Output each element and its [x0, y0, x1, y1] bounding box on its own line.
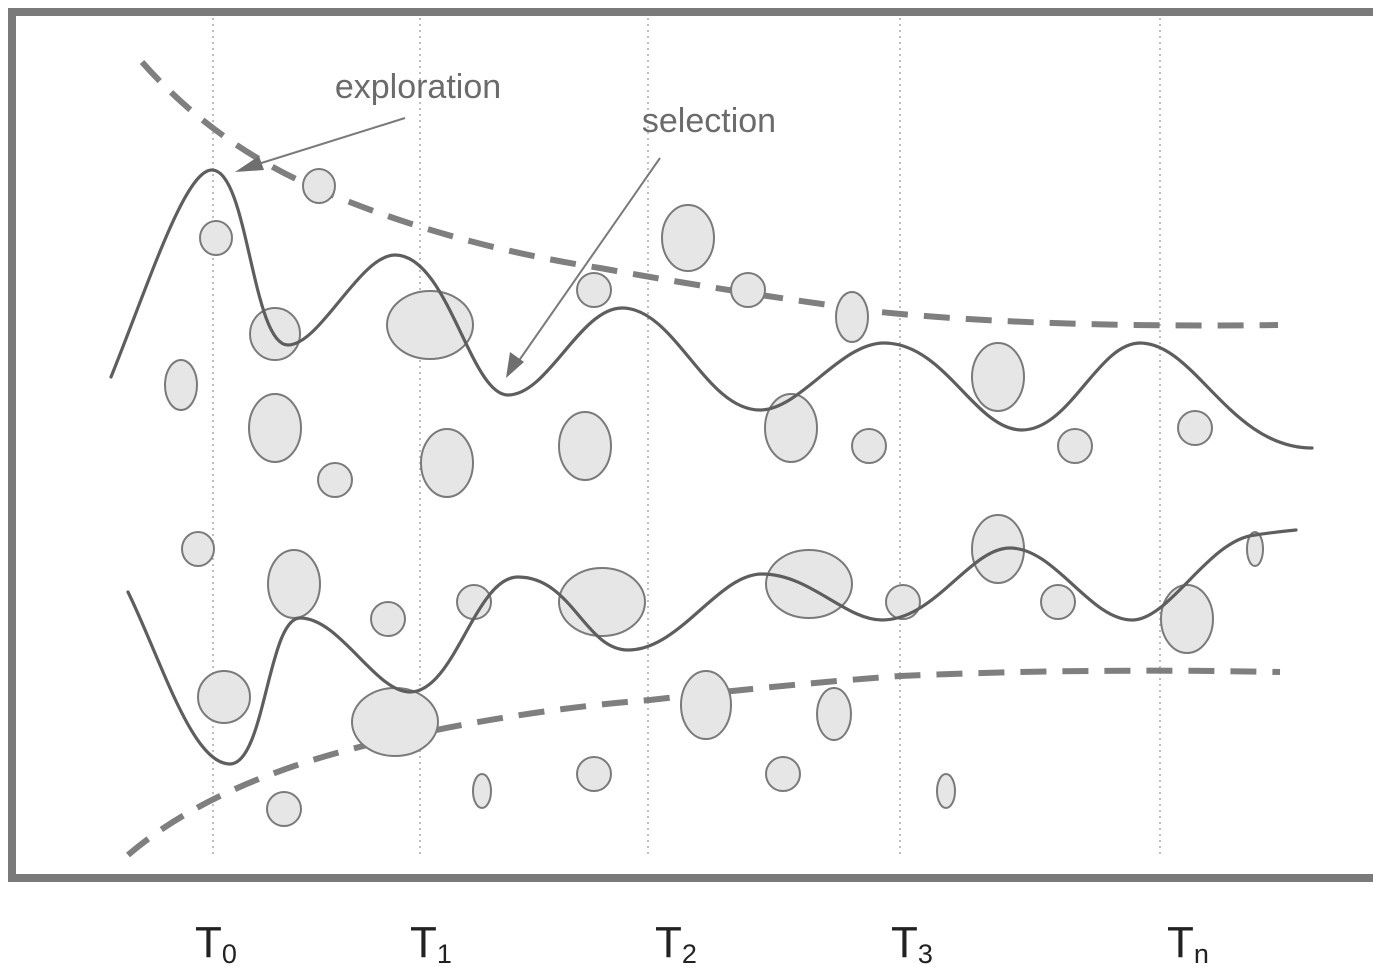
- variation-blob: [164, 359, 198, 411]
- time-label-main: T: [410, 918, 437, 967]
- upper-envelope-curve: [139, 60, 1279, 329]
- variation-blobs: [164, 168, 1264, 827]
- time-label-t0: T0: [195, 918, 237, 967]
- upper-oscillation-curve: [109, 168, 1314, 450]
- variation-blob: [1177, 410, 1213, 446]
- diagram-frame: [8, 8, 1373, 882]
- variation-blob: [558, 567, 646, 637]
- time-label-subscript: 3: [918, 939, 933, 967]
- variation-blob: [851, 428, 887, 464]
- time-label-main: T: [1167, 918, 1194, 967]
- time-label-t1: T1: [410, 918, 452, 967]
- variation-blob: [661, 204, 715, 272]
- time-guides: [212, 18, 1161, 856]
- variation-blob: [730, 272, 766, 308]
- time-label-subscript: n: [1194, 939, 1209, 967]
- variation-blob: [764, 393, 818, 463]
- variation-blob: [386, 290, 474, 360]
- variation-blob: [680, 670, 732, 740]
- variation-blob: [472, 773, 492, 809]
- time-label-main: T: [655, 918, 682, 967]
- selection-pointer-line: [517, 157, 661, 363]
- variation-blob: [420, 428, 474, 498]
- variation-blob: [370, 601, 406, 637]
- variation-blob: [1057, 428, 1093, 464]
- variation-blob: [317, 462, 353, 498]
- variation-blob: [302, 168, 336, 204]
- variation-blob: [558, 411, 612, 481]
- variation-blob: [266, 791, 302, 827]
- selection-label: selection: [642, 102, 776, 140]
- time-label-subscript: 1: [437, 939, 452, 967]
- variation-blob: [267, 549, 321, 619]
- exploration-label: exploration: [335, 68, 501, 106]
- time-axis-labels: T0 T1 T2 T3 Tn: [195, 918, 1209, 967]
- lower-envelope-curve: [126, 667, 1281, 858]
- variation-blob: [1160, 584, 1214, 654]
- time-label-t2: T2: [655, 918, 697, 967]
- variation-blob: [885, 584, 921, 620]
- variation-blob: [971, 342, 1025, 412]
- time-label-t3: T3: [891, 918, 933, 967]
- variation-blob: [765, 756, 801, 792]
- variation-blob: [1040, 584, 1076, 620]
- time-label-tn: Tn: [1167, 918, 1209, 967]
- time-label-subscript: 0: [222, 939, 237, 967]
- exploration-arrowhead: [235, 156, 264, 172]
- variation-blob: [1246, 531, 1264, 567]
- variation-blob: [835, 291, 869, 343]
- exploration-pointer-line: [254, 117, 406, 166]
- variation-blob: [199, 220, 233, 256]
- selection-arrowhead: [506, 352, 524, 378]
- variation-blob: [816, 687, 852, 741]
- time-label-main: T: [195, 918, 222, 967]
- variation-blob: [351, 687, 439, 757]
- variation-blob: [197, 670, 251, 724]
- variation-blob: [248, 393, 302, 463]
- variation-blob: [181, 531, 215, 567]
- exploration-pointer: [235, 117, 406, 172]
- selection-pointer: [506, 157, 661, 378]
- variation-blob: [576, 756, 612, 792]
- time-label-main: T: [891, 918, 918, 967]
- lower-oscillation-curve: [126, 528, 1298, 766]
- variation-blob: [936, 773, 956, 809]
- time-label-subscript: 2: [682, 939, 697, 967]
- variation-blob: [576, 272, 612, 308]
- variation-blob: [765, 549, 853, 619]
